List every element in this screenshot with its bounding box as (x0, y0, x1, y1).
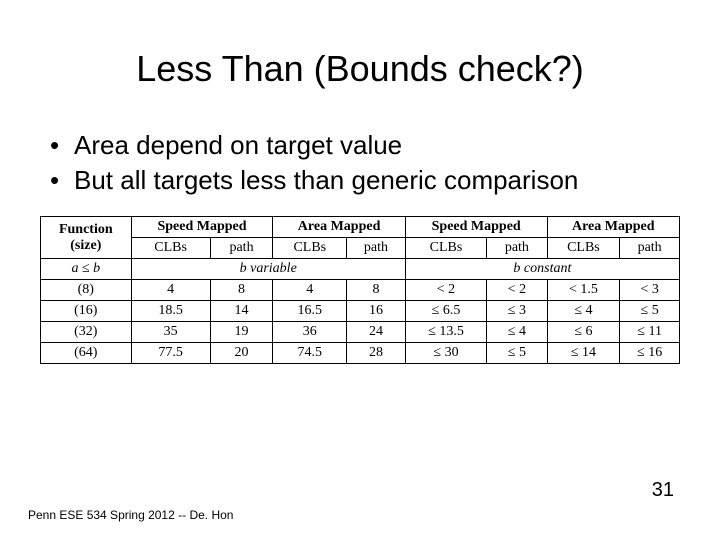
cell: (16) (41, 301, 132, 322)
col-path: path (620, 238, 680, 259)
col-clbs: CLBs (547, 238, 620, 259)
col-path: path (487, 238, 547, 259)
cell: ≤ 6.5 (405, 301, 486, 322)
cell: 28 (347, 343, 406, 364)
cell: (32) (41, 322, 132, 343)
cell: 77.5 (131, 343, 210, 364)
cell: 16 (347, 301, 406, 322)
cell: ≤ 16 (620, 343, 680, 364)
col-clbs: CLBs (131, 238, 210, 259)
cell: ≤ 4 (547, 301, 620, 322)
col-area-mapped-const: Area Mapped (547, 217, 679, 238)
cell: < 3 (620, 280, 680, 301)
cell: ≤ 5 (620, 301, 680, 322)
cell: < 1.5 (547, 280, 620, 301)
cell: 8 (347, 280, 406, 301)
cell-b-constant: b constant (405, 259, 679, 280)
cell: ≤ 6 (547, 322, 620, 343)
col-area-mapped-var: Area Mapped (273, 217, 405, 238)
cell-b-variable: b variable (131, 259, 405, 280)
table-header-row-1: Function (size) Speed Mapped Area Mapped… (41, 217, 680, 238)
col-clbs: CLBs (405, 238, 486, 259)
cell: ≤ 30 (405, 343, 486, 364)
cell: ≤ 3 (487, 301, 547, 322)
col-function-label: Function (59, 222, 113, 237)
cell: 14 (210, 301, 273, 322)
cell: (64) (41, 343, 132, 364)
slide-title: Less Than (Bounds check?) (40, 48, 680, 90)
cell: 8 (210, 280, 273, 301)
bullet-item: Area depend on target value (50, 128, 680, 163)
data-table: Function (size) Speed Mapped Area Mapped… (40, 216, 680, 364)
cell-a-le-b: a ≤ b (41, 259, 132, 280)
cell: 4 (273, 280, 347, 301)
slide: Less Than (Bounds check?) Area depend on… (0, 0, 720, 540)
cell: < 2 (405, 280, 486, 301)
table-row: (8) 4 8 4 8 < 2 < 2 < 1.5 < 3 (41, 280, 680, 301)
col-path: path (347, 238, 406, 259)
footer-text: Penn ESE 534 Spring 2012 -- De. Hon (28, 508, 233, 522)
table-row: (16) 18.5 14 16.5 16 ≤ 6.5 ≤ 3 ≤ 4 ≤ 5 (41, 301, 680, 322)
cell: ≤ 14 (547, 343, 620, 364)
col-function: Function (size) (41, 217, 132, 259)
table-span-row: a ≤ b b variable b constant (41, 259, 680, 280)
col-speed-mapped-const: Speed Mapped (405, 217, 547, 238)
cell: 16.5 (273, 301, 347, 322)
cell: 24 (347, 322, 406, 343)
cell: 20 (210, 343, 273, 364)
cell: ≤ 11 (620, 322, 680, 343)
page-number: 31 (652, 479, 674, 502)
col-path: path (210, 238, 273, 259)
cell: 19 (210, 322, 273, 343)
cell: ≤ 13.5 (405, 322, 486, 343)
cell: 35 (131, 322, 210, 343)
cell: (8) (41, 280, 132, 301)
bullet-list: Area depend on target value But all targ… (50, 128, 680, 198)
col-function-sub: (size) (70, 238, 101, 253)
bullet-item: But all targets less than generic compar… (50, 163, 680, 198)
cell: ≤ 4 (487, 322, 547, 343)
table-row: (64) 77.5 20 74.5 28 ≤ 30 ≤ 5 ≤ 14 ≤ 16 (41, 343, 680, 364)
table-row: (32) 35 19 36 24 ≤ 13.5 ≤ 4 ≤ 6 ≤ 11 (41, 322, 680, 343)
cell: ≤ 5 (487, 343, 547, 364)
col-speed-mapped-var: Speed Mapped (131, 217, 273, 238)
cell: < 2 (487, 280, 547, 301)
cell: 4 (131, 280, 210, 301)
cell: 74.5 (273, 343, 347, 364)
table-header-row-2: CLBs path CLBs path CLBs path CLBs path (41, 238, 680, 259)
col-clbs: CLBs (273, 238, 347, 259)
data-table-wrap: Function (size) Speed Mapped Area Mapped… (40, 216, 680, 364)
cell: 18.5 (131, 301, 210, 322)
cell: 36 (273, 322, 347, 343)
